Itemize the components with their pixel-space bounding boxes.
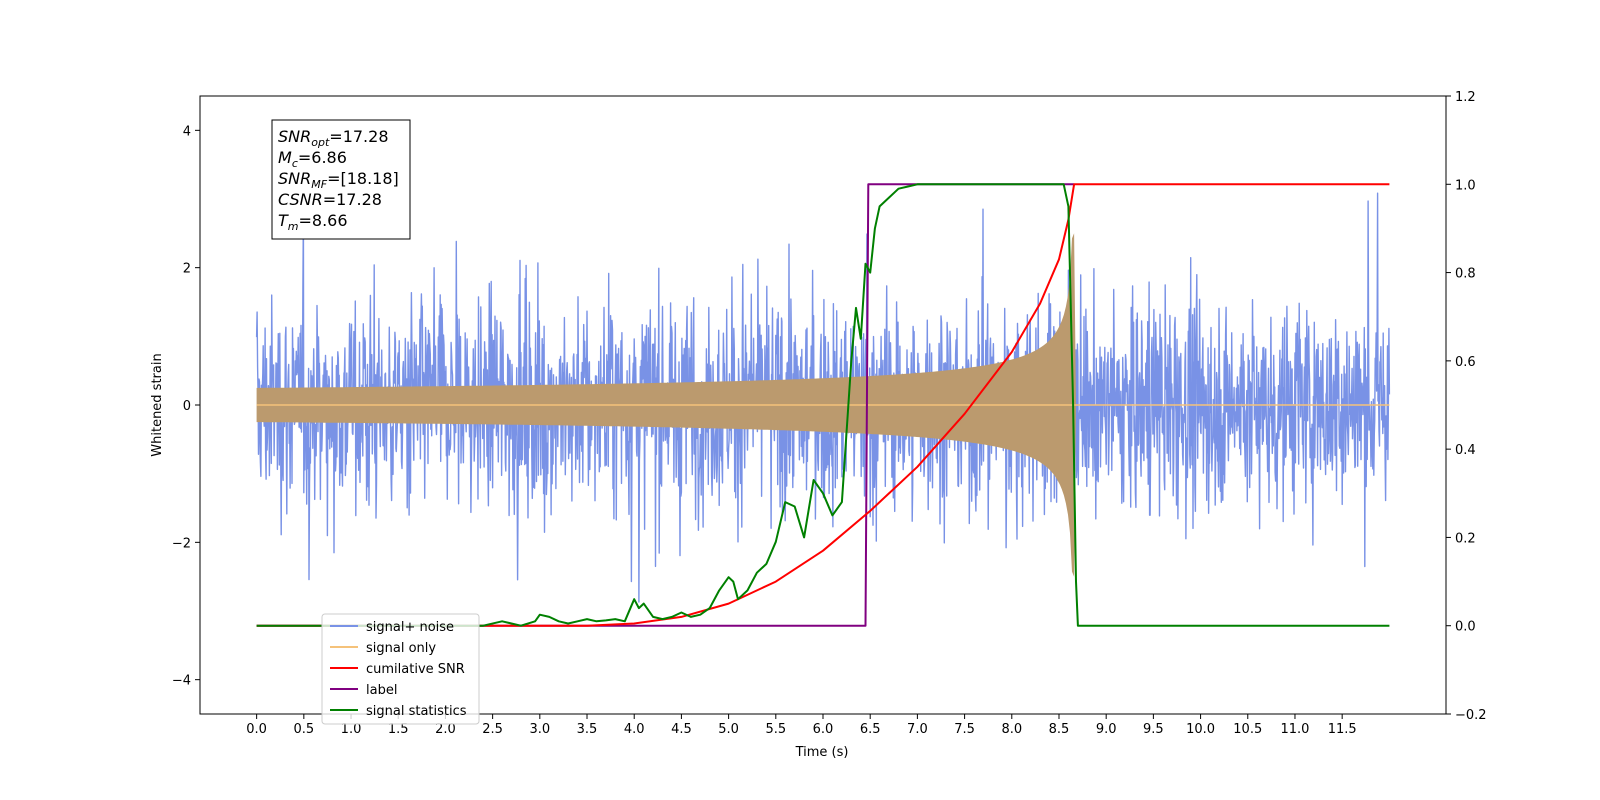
x-tick-label: 6.0 bbox=[813, 722, 834, 737]
x-axis-label: Time (s) bbox=[795, 745, 849, 760]
series-line-signal-statistics bbox=[256, 183, 1390, 627]
x-tick-label: 9.5 bbox=[1143, 722, 1164, 737]
annotation-value: =[18.18] bbox=[327, 169, 399, 188]
annotation-symbol: T bbox=[278, 211, 289, 230]
x-tick-label: 8.0 bbox=[1001, 722, 1022, 737]
annotation-subscript: c bbox=[292, 157, 298, 170]
y2-tick-label: 0.6 bbox=[1455, 355, 1476, 370]
x-tick-label: 5.0 bbox=[718, 722, 739, 737]
annotation-line: Mc=6.86 bbox=[278, 148, 347, 170]
y-axis-label: Whitened strain bbox=[150, 353, 165, 456]
legend-label: cumilative SNR bbox=[366, 662, 465, 677]
y2-tick-label: 0.8 bbox=[1455, 267, 1476, 282]
x-tick-label: 7.0 bbox=[907, 722, 928, 737]
y-tick-label: 0 bbox=[183, 399, 191, 414]
x-tick-label: 3.0 bbox=[529, 722, 550, 737]
x-tick-label: 6.5 bbox=[860, 722, 881, 737]
x-tick-label: 3.5 bbox=[577, 722, 598, 737]
x-tick-label: 11.5 bbox=[1328, 722, 1357, 737]
annotation-symbol: SNR bbox=[278, 169, 311, 188]
y2-tick-label: 0.0 bbox=[1455, 620, 1476, 635]
y-tick-label: −2 bbox=[172, 536, 191, 551]
annotation-value: =17.28 bbox=[323, 190, 382, 209]
x-tick-label: 1.5 bbox=[388, 722, 409, 737]
series-lines bbox=[256, 183, 1390, 627]
legend-label: signal only bbox=[366, 641, 436, 656]
y2-tick-label: −0.2 bbox=[1455, 708, 1487, 723]
annotation-subscript: opt bbox=[311, 136, 330, 149]
x-tick-label: 5.5 bbox=[765, 722, 786, 737]
y-tick-label: −4 bbox=[172, 674, 191, 689]
x-tick-label: 2.0 bbox=[435, 722, 456, 737]
x-tick-label: 10.5 bbox=[1233, 722, 1262, 737]
x-axis: 0.0 0.5 1.0 1.5 2.0 2.5 3.0 3.5 4.0 4.5 5.0 5.5 6.0 6… bbox=[246, 714, 1357, 737]
y-axis-left: −4 −2 0 2 4 bbox=[172, 124, 200, 689]
legend-label: label bbox=[366, 683, 397, 698]
y2-tick-label: 0.2 bbox=[1455, 531, 1476, 546]
x-tick-label: 11.0 bbox=[1280, 722, 1309, 737]
y2-tick-label: 1.0 bbox=[1455, 178, 1476, 193]
annotation-value: =17.28 bbox=[329, 127, 388, 146]
x-tick-label: 2.5 bbox=[482, 722, 503, 737]
y-axis-right: −0.2 0.0 0.2 0.4 0.6 0.8 1.0 1.2 bbox=[1446, 90, 1487, 723]
annotation-subscript: m bbox=[288, 220, 299, 233]
annotation-symbol: CSNR bbox=[278, 190, 323, 209]
annotation-line: Tm=8.66 bbox=[278, 211, 348, 233]
annotation-symbol: M bbox=[278, 148, 292, 167]
x-tick-label: 1.0 bbox=[341, 722, 362, 737]
x-tick-label: 4.0 bbox=[624, 722, 645, 737]
annotation-line: SNRopt=17.28 bbox=[278, 127, 389, 149]
y2-tick-label: 1.2 bbox=[1455, 90, 1476, 105]
y-tick-label: 4 bbox=[183, 124, 191, 139]
legend-label: signal+ noise bbox=[366, 620, 454, 635]
x-tick-label: 7.5 bbox=[954, 722, 975, 737]
x-tick-label: 8.5 bbox=[1049, 722, 1070, 737]
x-tick-label: 0.5 bbox=[293, 722, 314, 737]
legend: signal+ noise signal only cumilative SNR la… bbox=[321, 613, 480, 725]
x-tick-label: 0.0 bbox=[246, 722, 267, 737]
annotation-line: CSNR=17.28 bbox=[278, 190, 382, 209]
annotation-box: SNRopt=17.28Mc=6.86SNRMF=[18.18]CSNR=17.… bbox=[271, 119, 411, 240]
annotation-line: SNRMF=[18.18] bbox=[278, 169, 399, 191]
y-tick-label: 2 bbox=[183, 262, 191, 277]
annotation-value: =6.86 bbox=[298, 148, 347, 167]
annotation-subscript: MF bbox=[311, 178, 327, 191]
x-tick-label: 9.0 bbox=[1096, 722, 1117, 737]
x-tick-label: 4.5 bbox=[671, 722, 692, 737]
y2-tick-label: 0.4 bbox=[1455, 443, 1476, 458]
legend-label: signal statistics bbox=[366, 704, 467, 719]
series-signal-only bbox=[256, 233, 1390, 577]
annotation-symbol: SNR bbox=[278, 127, 311, 146]
annotation-value: =8.66 bbox=[299, 211, 348, 230]
x-tick-label: 10.0 bbox=[1186, 722, 1215, 737]
